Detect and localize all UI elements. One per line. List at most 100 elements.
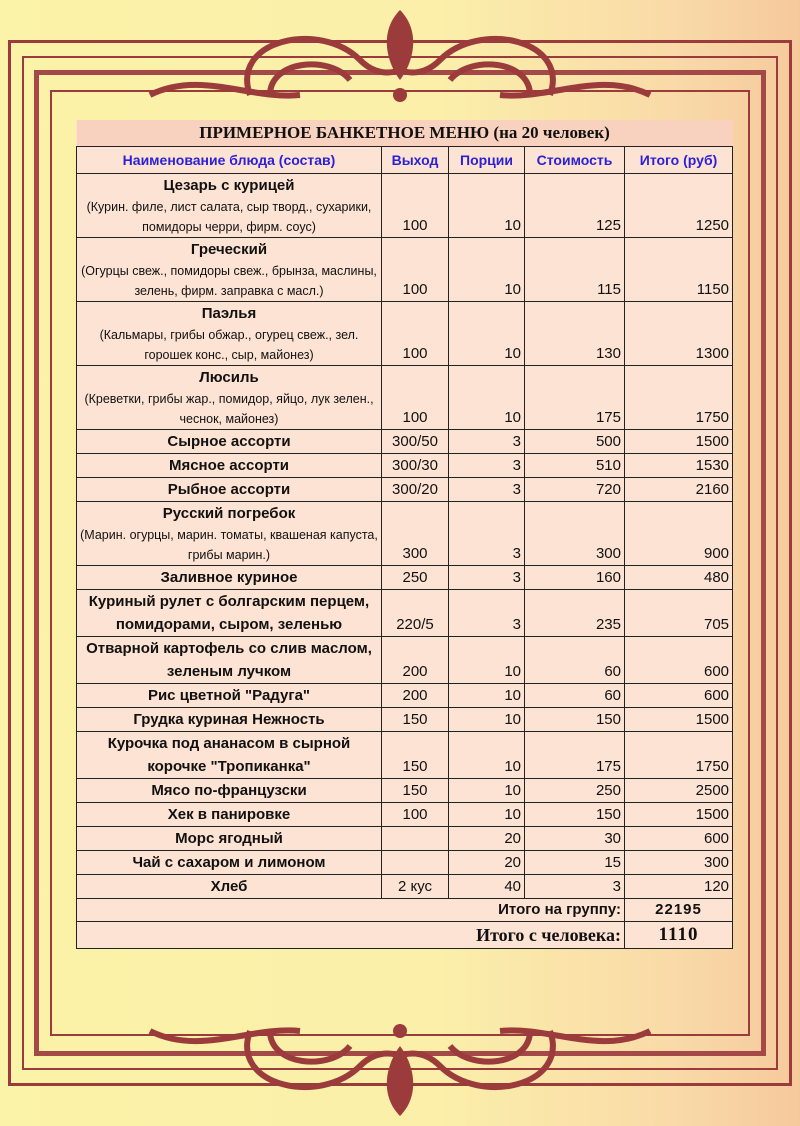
dish-name: Морс ягодный [175, 830, 283, 847]
dish-cell: Сырное ассорти [76, 429, 382, 454]
price-cell: 60 [524, 636, 625, 684]
output-cell: 300/50 [381, 429, 449, 454]
portions-cell: 3 [448, 477, 525, 502]
dish-name: Заливное куриное [160, 569, 298, 586]
dish-cell: Русский погребок (Марин. огурцы, марин. т… [76, 501, 382, 566]
dish-cell: Хек в панировке [76, 802, 382, 827]
dish-name: Мясное ассорти [168, 457, 290, 474]
dish-cell: Рыбное ассорти [76, 477, 382, 502]
output-cell: 300/20 [381, 477, 449, 502]
dish-cell: Греческий (Огурцы свеж., помидоры свеж., … [76, 237, 382, 302]
output-cell: 2 кус [381, 874, 449, 899]
dish-name: Цезарь с курицей [163, 177, 295, 194]
total-cell: 600 [623, 826, 734, 851]
price-cell: 510 [524, 453, 625, 478]
dish-cell: Грудка куриная Нежность [76, 707, 382, 732]
total-cell: 1500 [623, 707, 734, 732]
dish-cell: Мясо по-французски [76, 778, 382, 803]
table-row: Курочка под ананасом в сырной корочке "Т… [76, 731, 734, 779]
table-row: Рис цветной "Радуга" 200 10 60 600 [76, 683, 734, 708]
output-cell: 100 [381, 301, 449, 366]
table-row: Русский погребок (Марин. огурцы, марин. т… [76, 501, 734, 566]
dish-cell: Паэлья (Кальмары, грибы обжар., огурец св… [76, 301, 382, 366]
dish-name: Чай с сахаром и лимоном [132, 854, 326, 871]
total-cell: 300 [623, 850, 734, 875]
dish-composition: (Кальмары, грибы обжар., огурец свеж., з… [99, 328, 359, 362]
dish-name: Куриный рулет с болгарским перцем, помид… [88, 593, 370, 633]
portions-cell: 20 [448, 850, 525, 875]
portions-cell: 10 [448, 778, 525, 803]
dish-cell: Отварной картофель со слив маслом, зелен… [76, 636, 382, 684]
portions-cell: 10 [448, 707, 525, 732]
total-cell: 480 [623, 565, 734, 590]
total-cell: 2500 [623, 778, 734, 803]
col-header-total: Итого (руб) [623, 146, 734, 174]
portions-cell: 10 [448, 731, 525, 779]
total-cell: 1250 [623, 173, 734, 238]
output-cell: 300 [381, 501, 449, 566]
portions-cell: 10 [448, 683, 525, 708]
table-row: Морс ягодный 20 30 600 [76, 826, 734, 851]
dish-name: Грудка куриная Нежность [133, 711, 325, 728]
portions-cell: 3 [448, 501, 525, 566]
output-cell: 100 [381, 365, 449, 430]
portions-cell: 40 [448, 874, 525, 899]
total-cell: 600 [623, 683, 734, 708]
per-person-total-value: 1110 [623, 921, 734, 949]
dish-cell: Заливное куриное [76, 565, 382, 590]
dish-name: Паэлья [201, 305, 257, 322]
portions-cell: 10 [448, 802, 525, 827]
dish-cell: Цезарь с курицей (Курин. филе, лист салат… [76, 173, 382, 238]
output-cell: 100 [381, 237, 449, 302]
dish-composition: (Огурцы свеж., помидоры свеж., брынза, м… [81, 264, 377, 298]
output-cell: 150 [381, 707, 449, 732]
dish-composition: (Марин. огурцы, марин. томаты, квашеная … [80, 528, 378, 562]
portions-cell: 3 [448, 429, 525, 454]
table-row: Куриный рулет с болгарским перцем, помид… [76, 589, 734, 637]
portions-cell: 10 [448, 237, 525, 302]
price-cell: 3 [524, 874, 625, 899]
table-row: Люсиль (Креветки, грибы жар., помидор, яй… [76, 365, 734, 430]
price-cell: 160 [524, 565, 625, 590]
portions-cell: 10 [448, 301, 525, 366]
table-row: Мясо по-французски 150 10 250 2500 [76, 778, 734, 803]
output-cell [381, 826, 449, 851]
total-cell: 1300 [623, 301, 734, 366]
dish-cell: Курочка под ананасом в сырной корочке "Т… [76, 731, 382, 779]
dish-cell: Мясное ассорти [76, 453, 382, 478]
dish-cell: Рис цветной "Радуга" [76, 683, 382, 708]
col-header-price: Стоимость [524, 146, 625, 174]
portions-cell: 20 [448, 826, 525, 851]
total-cell: 1500 [623, 802, 734, 827]
output-cell: 150 [381, 778, 449, 803]
price-cell: 150 [524, 802, 625, 827]
table-row: Рыбное ассорти 300/20 3 720 2160 [76, 477, 734, 502]
bottom-ornament [148, 1024, 652, 1116]
output-cell: 220/5 [381, 589, 449, 637]
price-cell: 125 [524, 173, 625, 238]
top-ornament [148, 10, 652, 102]
dish-name: Курочка под ананасом в сырной корочке "Т… [107, 735, 351, 775]
portions-cell: 3 [448, 589, 525, 637]
total-cell: 120 [623, 874, 734, 899]
table-row: Отварной картофель со слив маслом, зелен… [76, 636, 734, 684]
dish-name: Рыбное ассорти [167, 481, 291, 498]
price-cell: 130 [524, 301, 625, 366]
dish-name: Хлеб [210, 878, 248, 895]
dish-cell: Куриный рулет с болгарским перцем, помид… [76, 589, 382, 637]
col-header-name: Наименование блюда (состав) [76, 146, 382, 174]
output-cell: 300/30 [381, 453, 449, 478]
col-header-output: Выход [381, 146, 449, 174]
per-person-total-label: Итого с человека: [76, 921, 625, 949]
dish-composition: (Курин. филе, лист салата, сыр творд., с… [86, 200, 372, 234]
group-total-label: Итого на группу: [76, 898, 625, 922]
dish-name: Русский погребок [162, 505, 296, 522]
dish-name: Сырное ассорти [167, 433, 291, 450]
total-cell: 705 [623, 589, 734, 637]
col-header-portions: Порции [448, 146, 525, 174]
table-row: Хлеб 2 кус 40 3 120 [76, 874, 734, 899]
portions-cell: 10 [448, 173, 525, 238]
price-cell: 720 [524, 477, 625, 502]
table-row: Цезарь с курицей (Курин. филе, лист салат… [76, 173, 734, 238]
dish-cell: Хлеб [76, 874, 382, 899]
